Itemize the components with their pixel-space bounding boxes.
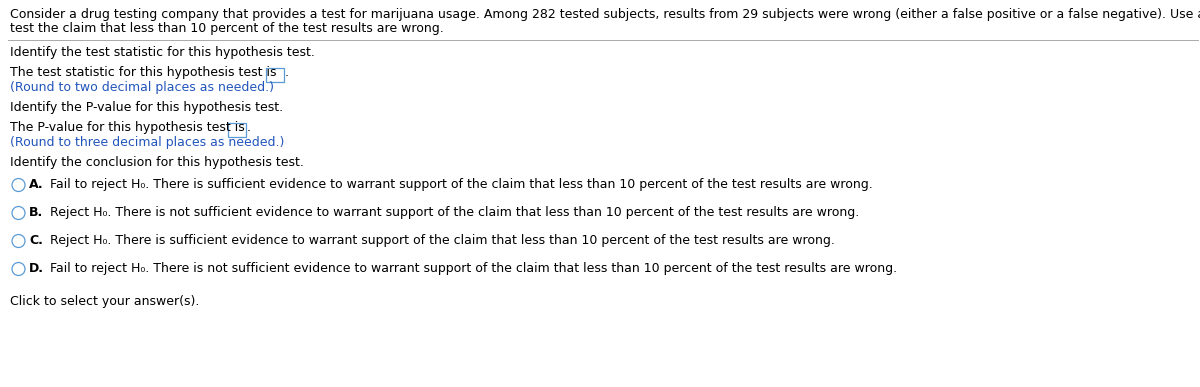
- Text: test the claim that less than 10 percent of the test results are wrong.: test the claim that less than 10 percent…: [10, 22, 444, 35]
- Circle shape: [12, 207, 25, 219]
- Text: (Round to two decimal places as needed.): (Round to two decimal places as needed.): [10, 81, 274, 94]
- Text: Identify the conclusion for this hypothesis test.: Identify the conclusion for this hypothe…: [10, 156, 304, 169]
- Circle shape: [12, 235, 25, 248]
- Text: B.: B.: [29, 206, 43, 219]
- Bar: [266, 68, 284, 82]
- Text: .: .: [286, 66, 289, 79]
- Text: Fail to reject H₀. There is sufficient evidence to warrant support of the claim : Fail to reject H₀. There is sufficient e…: [42, 178, 872, 191]
- Text: (Round to three decimal places as needed.): (Round to three decimal places as needed…: [10, 136, 284, 149]
- Text: The P-value for this hypothesis test is: The P-value for this hypothesis test is: [10, 121, 245, 134]
- Text: Reject H₀. There is sufficient evidence to warrant support of the claim that les: Reject H₀. There is sufficient evidence …: [42, 234, 835, 247]
- Text: The test statistic for this hypothesis test is: The test statistic for this hypothesis t…: [10, 66, 276, 79]
- Text: Fail to reject H₀. There is not sufficient evidence to warrant support of the cl: Fail to reject H₀. There is not sufficie…: [42, 262, 898, 275]
- Text: Identify the P-value for this hypothesis test.: Identify the P-value for this hypothesis…: [10, 101, 283, 114]
- Bar: [228, 123, 246, 137]
- Text: Consider a drug testing company that provides a test for marijuana usage. Among : Consider a drug testing company that pro…: [10, 8, 1200, 21]
- Text: A.: A.: [29, 178, 43, 191]
- Text: Identify the test statistic for this hypothesis test.: Identify the test statistic for this hyp…: [10, 46, 314, 59]
- Circle shape: [12, 262, 25, 276]
- Text: D.: D.: [29, 262, 44, 275]
- Text: Click to select your answer(s).: Click to select your answer(s).: [10, 295, 199, 308]
- Text: .: .: [246, 121, 251, 134]
- Text: C.: C.: [29, 234, 43, 247]
- Text: Reject H₀. There is not sufficient evidence to warrant support of the claim that: Reject H₀. There is not sufficient evide…: [42, 206, 859, 219]
- Circle shape: [12, 178, 25, 192]
